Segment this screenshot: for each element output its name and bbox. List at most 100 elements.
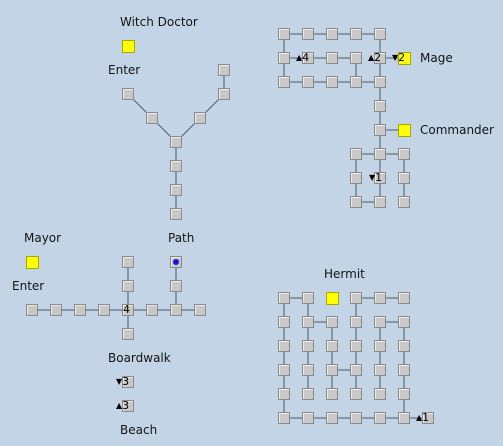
map-room[interactable] [170,280,182,292]
map-room[interactable] [278,316,290,328]
map-room[interactable] [374,124,386,136]
map-room[interactable] [374,388,386,400]
map-room[interactable] [170,208,182,220]
map-room[interactable] [302,364,314,376]
map-room[interactable] [218,64,230,76]
map-room[interactable] [326,340,338,352]
mage-room[interactable] [398,52,411,65]
map-room[interactable] [374,172,386,184]
map-room[interactable] [398,412,410,424]
map-room[interactable] [350,412,362,424]
map-room[interactable] [98,304,110,316]
map-room[interactable] [374,76,386,88]
map-room[interactable] [194,112,206,124]
map-room[interactable] [302,412,314,424]
map-room[interactable] [50,304,62,316]
map-room[interactable] [278,388,290,400]
map-room[interactable] [302,388,314,400]
map-room[interactable] [122,376,134,388]
map-room[interactable] [122,400,134,412]
map-room[interactable] [146,112,158,124]
map-room[interactable] [278,28,290,40]
map-room[interactable] [398,388,410,400]
mayor-room[interactable] [26,256,39,269]
map-room[interactable] [326,28,338,40]
path-label: Path [168,231,195,245]
map-room[interactable] [146,304,158,316]
commander-room[interactable] [398,124,411,137]
map-room[interactable] [122,88,134,100]
map-room[interactable] [122,304,134,316]
map-room[interactable] [374,52,386,64]
down-arrow-icon: ▼ [116,377,123,386]
map-room[interactable] [302,28,314,40]
room-number-2: ▼2 [392,51,406,64]
map-room[interactable] [326,388,338,400]
map-room[interactable] [302,292,314,304]
map-room[interactable] [350,388,362,400]
hermit-room[interactable] [326,292,339,305]
map-room[interactable] [302,316,314,328]
map-room[interactable] [26,304,38,316]
map-room[interactable] [326,76,338,88]
map-room[interactable] [398,292,410,304]
map-room[interactable] [122,328,134,340]
map-room[interactable] [74,304,86,316]
map-room[interactable] [398,340,410,352]
map-room[interactable] [326,52,338,64]
map-room[interactable] [278,76,290,88]
map-room[interactable] [326,316,338,328]
map-room[interactable] [374,316,386,328]
map-room[interactable] [374,28,386,40]
map-room[interactable] [122,256,134,268]
map-room[interactable] [326,364,338,376]
map-room[interactable] [194,304,206,316]
map-room[interactable] [350,172,362,184]
map-room[interactable] [170,136,182,148]
map-room[interactable] [374,412,386,424]
map-room[interactable] [350,364,362,376]
map-room[interactable] [302,76,314,88]
map-room[interactable] [302,52,314,64]
map-room[interactable] [374,196,386,208]
current-position-room[interactable] [170,256,182,268]
map-room[interactable] [374,364,386,376]
map-room[interactable] [170,160,182,172]
map-room[interactable] [374,100,386,112]
map-room[interactable] [278,412,290,424]
up-arrow-icon: ▲ [116,401,123,410]
map-room[interactable] [422,412,434,424]
map-room[interactable] [350,316,362,328]
map-room[interactable] [374,148,386,160]
map-room[interactable] [350,52,362,64]
map-room[interactable] [326,412,338,424]
map-room[interactable] [170,184,182,196]
map-room[interactable] [398,148,410,160]
map-room[interactable] [218,88,230,100]
map-room[interactable] [398,196,410,208]
map-room[interactable] [350,28,362,40]
map-room[interactable] [278,52,290,64]
map-room[interactable] [278,292,290,304]
map-room[interactable] [278,364,290,376]
commander-label: Commander [420,123,494,137]
map-room[interactable] [398,364,410,376]
witch-doctor-room[interactable] [122,40,135,53]
map-room[interactable] [374,292,386,304]
map-room[interactable] [302,340,314,352]
map-room[interactable] [398,316,410,328]
room-number-1: ▲1 [416,411,430,424]
map-room[interactable] [398,172,410,184]
map-room[interactable] [170,304,182,316]
map-room[interactable] [350,148,362,160]
map-room[interactable] [374,340,386,352]
map-room[interactable] [350,76,362,88]
room-number-2: ▲2 [368,51,382,64]
map-room[interactable] [350,340,362,352]
map-room[interactable] [122,280,134,292]
map-room[interactable] [278,340,290,352]
enter-label-bottom: Enter [12,279,45,293]
map-room[interactable] [350,196,362,208]
map-room[interactable] [350,292,362,304]
